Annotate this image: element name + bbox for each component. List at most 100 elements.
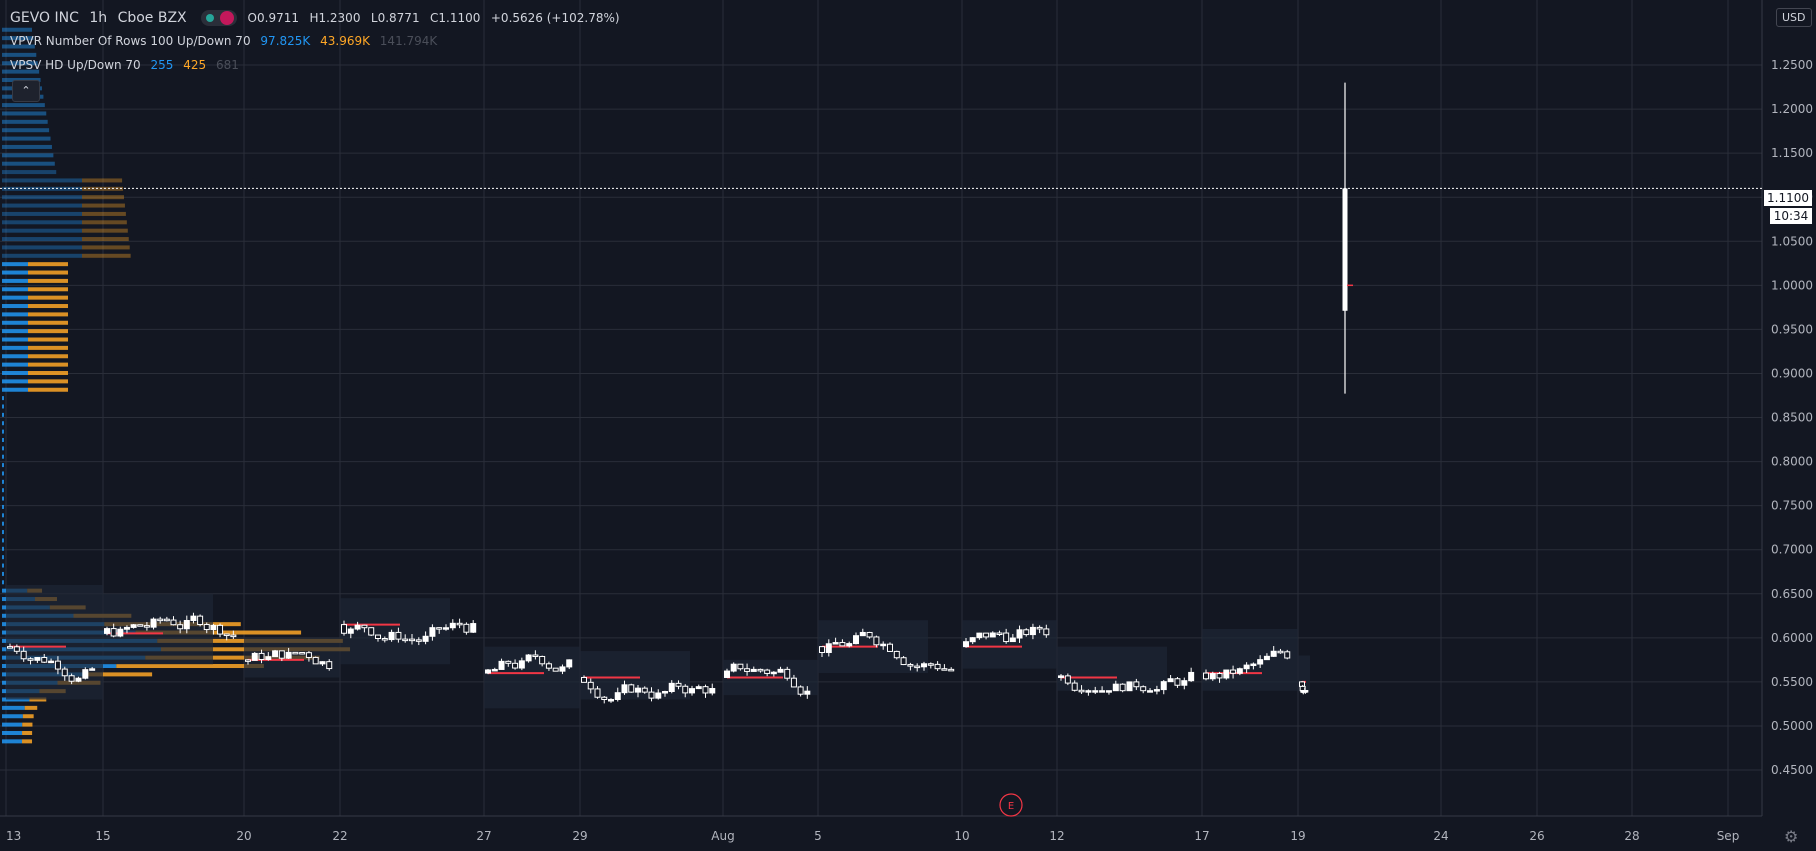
candle-body xyxy=(621,684,628,694)
candle-body xyxy=(409,638,415,642)
vpsv-total-volume: 681 xyxy=(216,58,239,72)
gear-icon[interactable]: ⚙ xyxy=(1784,827,1799,846)
vpvr-down-bar xyxy=(22,714,34,719)
candle-body xyxy=(223,633,230,637)
interval-label[interactable]: 1h xyxy=(89,10,108,26)
vpvr-total-volume: 141.794K xyxy=(379,34,438,48)
candle-body xyxy=(539,655,546,665)
candle-body xyxy=(375,634,381,640)
vpvr-up-bar xyxy=(2,546,4,551)
y-tick-label: 1.0500 xyxy=(1771,234,1813,248)
symbol-name[interactable]: GEVO INC xyxy=(10,10,79,26)
candle-body xyxy=(1003,632,1010,643)
vpvr-down-bar xyxy=(28,379,68,384)
vpvr-down-bar xyxy=(28,312,68,317)
vpvr-down-bar xyxy=(28,354,68,359)
y-tick-label: 0.7500 xyxy=(1771,499,1813,513)
vpvr-up-bar xyxy=(2,36,34,41)
candle-body xyxy=(326,661,333,670)
candle-body xyxy=(1140,686,1147,692)
y-tick-label: 0.4500 xyxy=(1771,763,1813,777)
candle-body xyxy=(197,615,204,626)
candle-body xyxy=(68,675,75,682)
vpvr-up-bar xyxy=(2,27,32,32)
candle-body xyxy=(89,668,96,671)
candle-body xyxy=(662,690,668,694)
vpvr-down-bar xyxy=(28,387,68,392)
vpvr-up-bar xyxy=(2,278,28,283)
candle-body xyxy=(230,634,237,638)
vpvr-up-bar xyxy=(2,504,4,509)
candle-body xyxy=(1112,683,1119,692)
candle-body xyxy=(948,668,955,672)
candle-body xyxy=(422,635,429,642)
vpvr-up-bar xyxy=(2,563,4,568)
vpvr-up-bar xyxy=(2,580,4,585)
x-tick-label: 17 xyxy=(1194,829,1209,843)
vpvr-up-volume: 97.825K xyxy=(260,34,311,48)
candle-body xyxy=(996,632,1003,635)
x-tick-label: Sep xyxy=(1717,829,1740,843)
vpvr-down-bar xyxy=(82,186,124,191)
x-tick-label: 13 xyxy=(6,829,21,843)
vpsv-legend[interactable]: VPSV HD Up/Down 70 255 425 681 xyxy=(10,56,245,74)
market-status-toggle[interactable] xyxy=(201,10,238,26)
candle-body xyxy=(177,624,184,630)
collapse-legend-button[interactable]: ⌃ xyxy=(12,80,40,102)
candle-body xyxy=(402,638,409,642)
candle-body xyxy=(941,668,948,671)
candle-body xyxy=(347,628,354,634)
vpvr-up-bar xyxy=(2,111,47,116)
vpvr-up-bar xyxy=(2,195,82,200)
candle-body xyxy=(470,623,477,633)
vpvr-up-bar xyxy=(2,730,23,735)
candle-body xyxy=(381,638,388,641)
session-volume-box xyxy=(484,646,580,709)
candle-body xyxy=(117,628,124,637)
vpvr-up-bar xyxy=(2,103,45,108)
vpvr-up-bar xyxy=(2,463,4,468)
vpvr-down-bar xyxy=(28,287,68,292)
vpvr-up-bar xyxy=(2,295,28,300)
vpvr-down-bar xyxy=(28,278,68,283)
chevron-up-icon: ⌃ xyxy=(21,84,31,97)
vpsv-title: VPSV HD Up/Down 70 xyxy=(10,58,141,72)
vpvr-legend[interactable]: VPVR Number Of Rows 100 Up/Down 70 97.82… xyxy=(10,32,443,50)
candle-body xyxy=(272,650,279,658)
candle-body xyxy=(797,686,804,695)
candle-body xyxy=(485,669,491,674)
vpvr-up-bar xyxy=(2,513,4,518)
currency-badge[interactable]: USD xyxy=(1776,8,1812,27)
vpvr-up-bar xyxy=(2,362,28,367)
market-open-icon xyxy=(206,14,215,22)
vpvr-down-bar xyxy=(28,329,68,334)
y-tick-label: 0.9000 xyxy=(1771,366,1813,380)
candle-body xyxy=(299,651,306,655)
candle-body xyxy=(75,677,82,682)
candle-body xyxy=(1223,669,1230,679)
candle-body xyxy=(545,663,552,669)
candle-body xyxy=(183,620,190,630)
candle-body xyxy=(265,656,272,660)
candle-body xyxy=(143,625,150,628)
y-tick-label: 1.2000 xyxy=(1771,102,1813,116)
candle-body xyxy=(969,637,976,643)
candle-body xyxy=(873,636,880,646)
candle-body xyxy=(682,685,689,694)
vpvr-up-bar xyxy=(2,52,37,57)
vpvr-down-bar xyxy=(82,178,123,183)
vpvr-up-bar xyxy=(2,337,28,342)
vpvr-up-bar xyxy=(2,387,28,392)
candle-body xyxy=(1284,651,1291,659)
candle-body xyxy=(1064,675,1071,684)
candle-body xyxy=(13,646,20,652)
candle-body xyxy=(655,692,662,699)
candle-body xyxy=(1036,626,1043,630)
vpvr-up-bar xyxy=(2,61,38,66)
candle-body xyxy=(853,635,859,645)
vpvr-up-bar xyxy=(2,144,52,149)
x-tick-label: 26 xyxy=(1529,829,1544,843)
vpvr-up-bar xyxy=(2,722,23,727)
vpvr-down-bar xyxy=(82,220,127,225)
